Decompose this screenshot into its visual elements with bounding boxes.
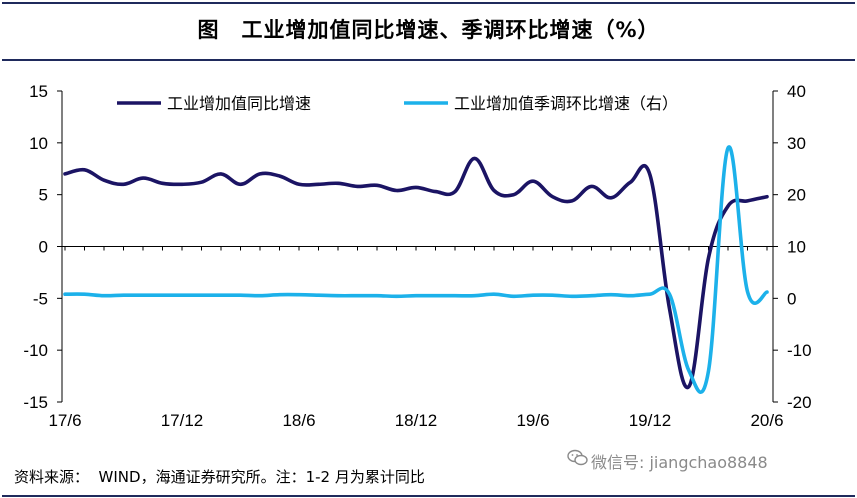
wechat-watermark: 微信号: jiangchao8848 — [591, 453, 768, 472]
left-tick-label: 0 — [39, 238, 48, 257]
x-tick-label: 19/6 — [516, 411, 549, 430]
title-bar: 图 工业增加值同比增速、季调环比增速（%） — [0, 0, 857, 62]
x-tick-label: 19/12 — [629, 411, 672, 430]
left-tick-label: 15 — [29, 82, 48, 101]
left-tick-label: 10 — [29, 134, 48, 153]
right-tick-label: -10 — [787, 341, 812, 360]
legend-label-1: 工业增加值同比增速 — [167, 95, 311, 113]
x-tick-label: 18/12 — [395, 411, 438, 430]
x-tick-label: 17/12 — [161, 411, 204, 430]
wechat-icon — [567, 449, 588, 466]
left-tick-label: 5 — [39, 186, 48, 205]
series-line-1 — [63, 156, 769, 390]
chart-title: 图 工业增加值同比增速、季调环比增速（%） — [197, 18, 660, 42]
right-tick-label: 20 — [787, 186, 806, 205]
left-tick-label: -15 — [23, 393, 48, 412]
left-tick-label: -10 — [23, 341, 48, 360]
legend-label-2: 工业增加值季调环比增速（右） — [454, 95, 678, 113]
x-tick-label: 18/6 — [282, 411, 315, 430]
right-tick-label: 30 — [787, 134, 806, 153]
source-note: 资料来源： WIND，海通证券研究所。注：1-2 月为累计同比 — [14, 468, 425, 486]
right-tick-label: 10 — [787, 238, 806, 257]
right-tick-label: 40 — [787, 82, 806, 101]
bottom-rule — [2, 495, 855, 497]
series-line-2 — [63, 145, 769, 394]
title-divider — [2, 59, 855, 61]
x-tick-label: 20/6 — [750, 411, 783, 430]
top-rule — [2, 2, 855, 4]
left-tick-label: -5 — [33, 289, 48, 308]
right-tick-label: 0 — [787, 289, 796, 308]
right-tick-label: -20 — [787, 393, 812, 412]
x-tick-label: 17/6 — [48, 411, 81, 430]
